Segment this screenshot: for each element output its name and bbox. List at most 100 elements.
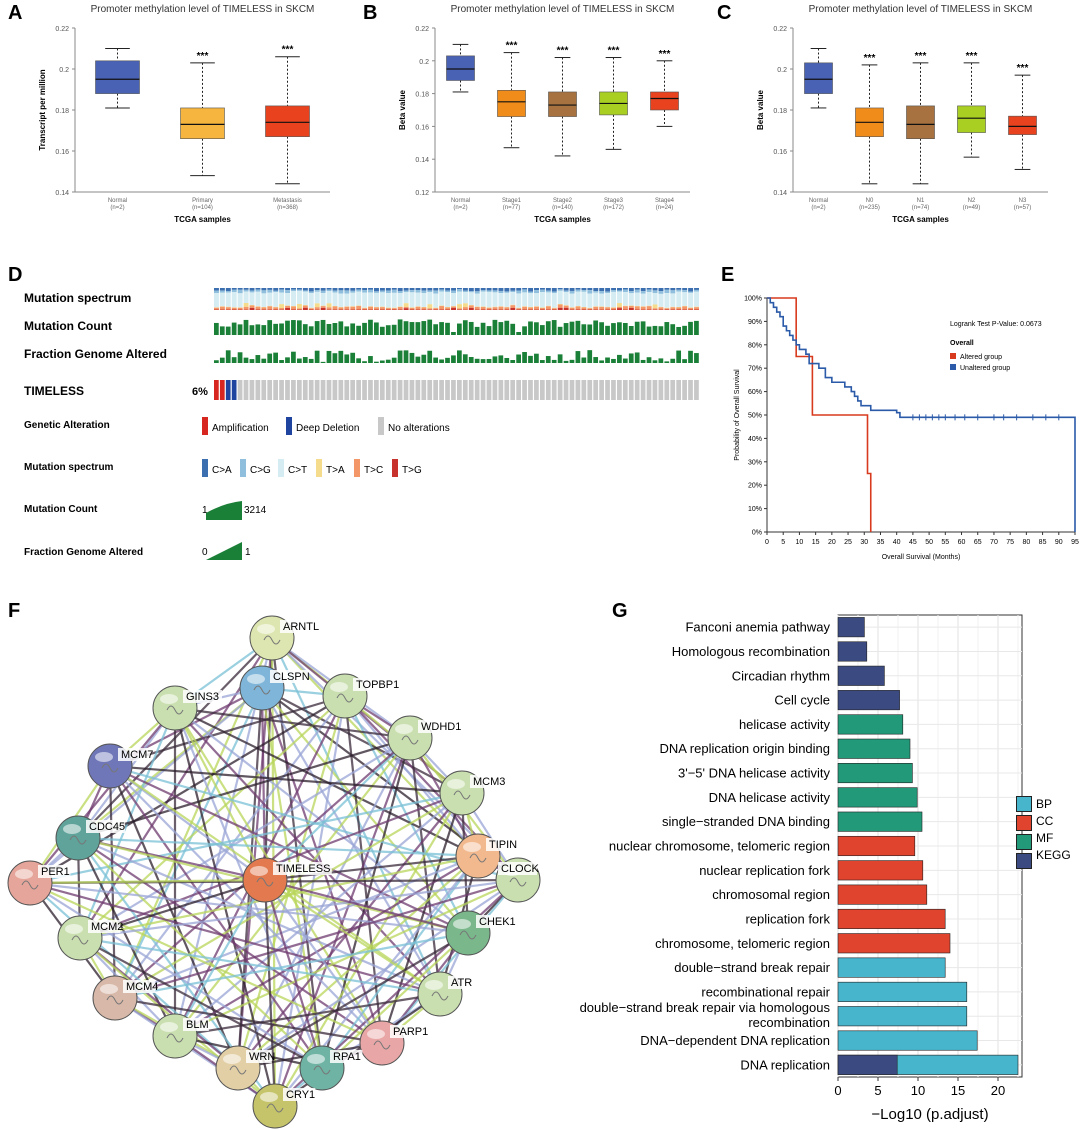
node-label-bg — [280, 620, 319, 633]
x-tick-label: N0 — [866, 198, 874, 204]
panel-label-a: A — [8, 2, 23, 24]
spectrum-segment — [362, 307, 368, 309]
bar — [837, 738, 911, 759]
spectrum-segment — [385, 290, 391, 294]
alteration-cell — [409, 380, 415, 400]
x-axis-label: TCGA samples — [892, 215, 949, 224]
spectrum-segment — [409, 307, 415, 308]
mutation-count-bar — [249, 325, 255, 335]
spectrum-segment — [646, 306, 652, 310]
x-tick-label: 15 — [812, 539, 820, 546]
spectrum-column — [320, 288, 326, 310]
mutation-count-bar — [225, 326, 231, 335]
mutation-count-bar — [397, 319, 403, 335]
fga-bar — [587, 350, 593, 363]
spectrum-segment — [557, 304, 563, 308]
fga-bar — [421, 354, 427, 363]
bar — [837, 1006, 968, 1027]
spectrum-segment — [611, 290, 617, 292]
node-highlight — [307, 1054, 325, 1064]
y-tick-label: 80% — [748, 342, 762, 349]
legend-label: T>A — [326, 465, 345, 476]
track-label-mutation-spectrum: Mutation spectrum — [24, 291, 131, 305]
spectrum-segment — [273, 288, 279, 291]
spectrum-segment — [237, 288, 243, 290]
spectrum-segment — [468, 288, 474, 292]
mutation-count-bar — [498, 322, 504, 335]
spectrum-segment — [605, 291, 611, 294]
mutation-count-bar — [474, 326, 480, 335]
spectrum-segment — [451, 307, 456, 310]
mutation-count-bar — [504, 320, 510, 335]
spectrum-segment — [338, 307, 344, 310]
x-axis-label: Overall Survival (Months) — [882, 554, 961, 561]
y-axis-label: Beta value — [398, 89, 407, 130]
alteration-cell — [214, 380, 219, 400]
spectrum-segment — [462, 303, 468, 308]
legend-label: C>G — [250, 465, 271, 476]
spectrum-column — [302, 288, 308, 310]
spectrum-segment — [593, 292, 599, 307]
alteration-cell — [237, 380, 243, 400]
category-label: Fanconi anemia pathway — [685, 620, 830, 635]
spectrum-segment — [593, 306, 599, 310]
fga-bar — [249, 359, 255, 363]
y-tick-label: 0.18 — [773, 108, 787, 115]
alteration-cell — [688, 380, 693, 400]
spectrum-column — [439, 288, 445, 310]
x-tick-n: (n=24) — [656, 205, 674, 211]
mutation-count-bar — [480, 322, 486, 335]
spectrum-column — [326, 288, 332, 310]
node-label: ARNTL — [283, 621, 319, 633]
mutation-count-bar — [587, 324, 593, 335]
spectrum-column — [421, 288, 427, 310]
fga-bar — [634, 352, 640, 363]
spectrum-segment — [231, 307, 237, 310]
x-tick-n: (n=368) — [277, 205, 298, 211]
legend-label-kegg: KEGG — [1036, 848, 1071, 862]
panel-label-d: D — [8, 264, 23, 286]
significance-marker: *** — [915, 51, 927, 62]
box-metastasis: *** Metastasis(n=368) — [265, 45, 310, 211]
x-tick-label: 65 — [974, 539, 982, 546]
fga-bar — [451, 355, 456, 363]
fga-bar — [486, 358, 492, 363]
spectrum-segment — [528, 288, 534, 292]
category-label: DNA helicase activity — [709, 790, 831, 805]
box-iqr — [446, 55, 475, 81]
bar — [837, 884, 928, 905]
spectrum-segment — [457, 289, 462, 292]
network-edge — [29, 882, 323, 1069]
spectrum-column — [563, 288, 569, 310]
fga-bar — [462, 354, 468, 363]
spectrum-segment — [599, 291, 605, 294]
spectrum-segment — [682, 292, 688, 306]
spectrum-segment — [427, 304, 433, 309]
node-label-bg — [448, 976, 474, 989]
spectrum-segment — [320, 307, 326, 310]
alteration-cell — [605, 380, 610, 400]
alteration-cell — [225, 380, 231, 400]
spectrum-segment — [326, 303, 332, 308]
node-structure — [336, 693, 354, 703]
alteration-cell — [243, 380, 249, 400]
spectrum-segment — [214, 288, 219, 291]
fga-bar — [332, 353, 338, 363]
spectrum-segment — [605, 293, 611, 307]
node-highlight — [65, 924, 83, 934]
fga-bar — [379, 360, 385, 363]
spectrum-segment — [694, 309, 699, 310]
spectrum-segment — [415, 306, 421, 310]
mutation-count-bar — [308, 326, 314, 335]
spectrum-segment — [255, 288, 261, 290]
spectrum-segment — [350, 288, 356, 291]
alteration-cell — [658, 380, 664, 400]
spectrum-segment — [474, 293, 480, 307]
x-tick-label: 25 — [844, 539, 852, 546]
spectrum-segment — [640, 293, 646, 307]
x-tick-label: 35 — [877, 539, 885, 546]
y-tick-label: 0.14 — [773, 190, 787, 197]
mutation-count-bar — [279, 323, 284, 335]
spectrum-column — [391, 288, 397, 310]
spectrum-segment — [676, 306, 682, 308]
